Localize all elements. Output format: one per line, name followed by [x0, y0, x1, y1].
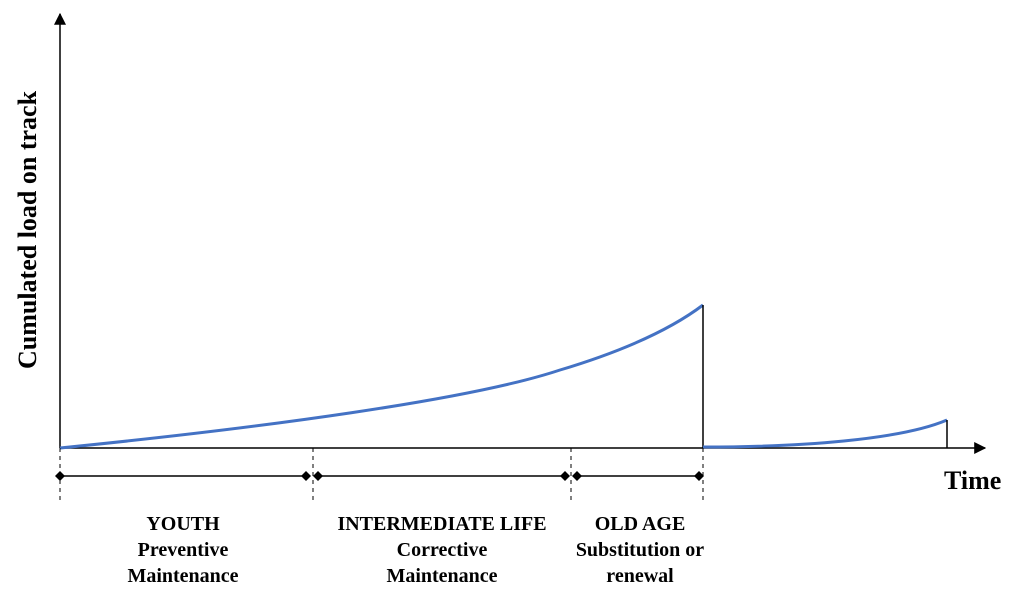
- phase-old-age-title: OLD AGE: [595, 513, 686, 535]
- phase-old-age-line1: Substitution or: [576, 539, 704, 561]
- phase-youth-line2: Maintenance: [127, 565, 238, 587]
- phase-youth-title: YOUTH: [146, 513, 220, 535]
- phase-intermediate-title: INTERMEDIATE LIFE: [337, 513, 546, 535]
- phase-intermediate-line2: Maintenance: [386, 565, 497, 587]
- phase-span-old-age: [572, 471, 704, 481]
- phase-youth-line1: Preventive: [138, 539, 229, 561]
- load-curve-first-cycle: [59, 303, 704, 450]
- phase-old-age-line2: renewal: [606, 565, 674, 587]
- load-curve-second-cycle: [702, 418, 948, 449]
- phase-span-intermediate: [313, 471, 570, 481]
- y-axis-label: Cumulated load on track: [13, 90, 42, 369]
- phase-span-youth: [55, 471, 311, 481]
- x-axis-label: Time: [944, 466, 1001, 495]
- phase-intermediate-line1: Corrective: [397, 539, 488, 561]
